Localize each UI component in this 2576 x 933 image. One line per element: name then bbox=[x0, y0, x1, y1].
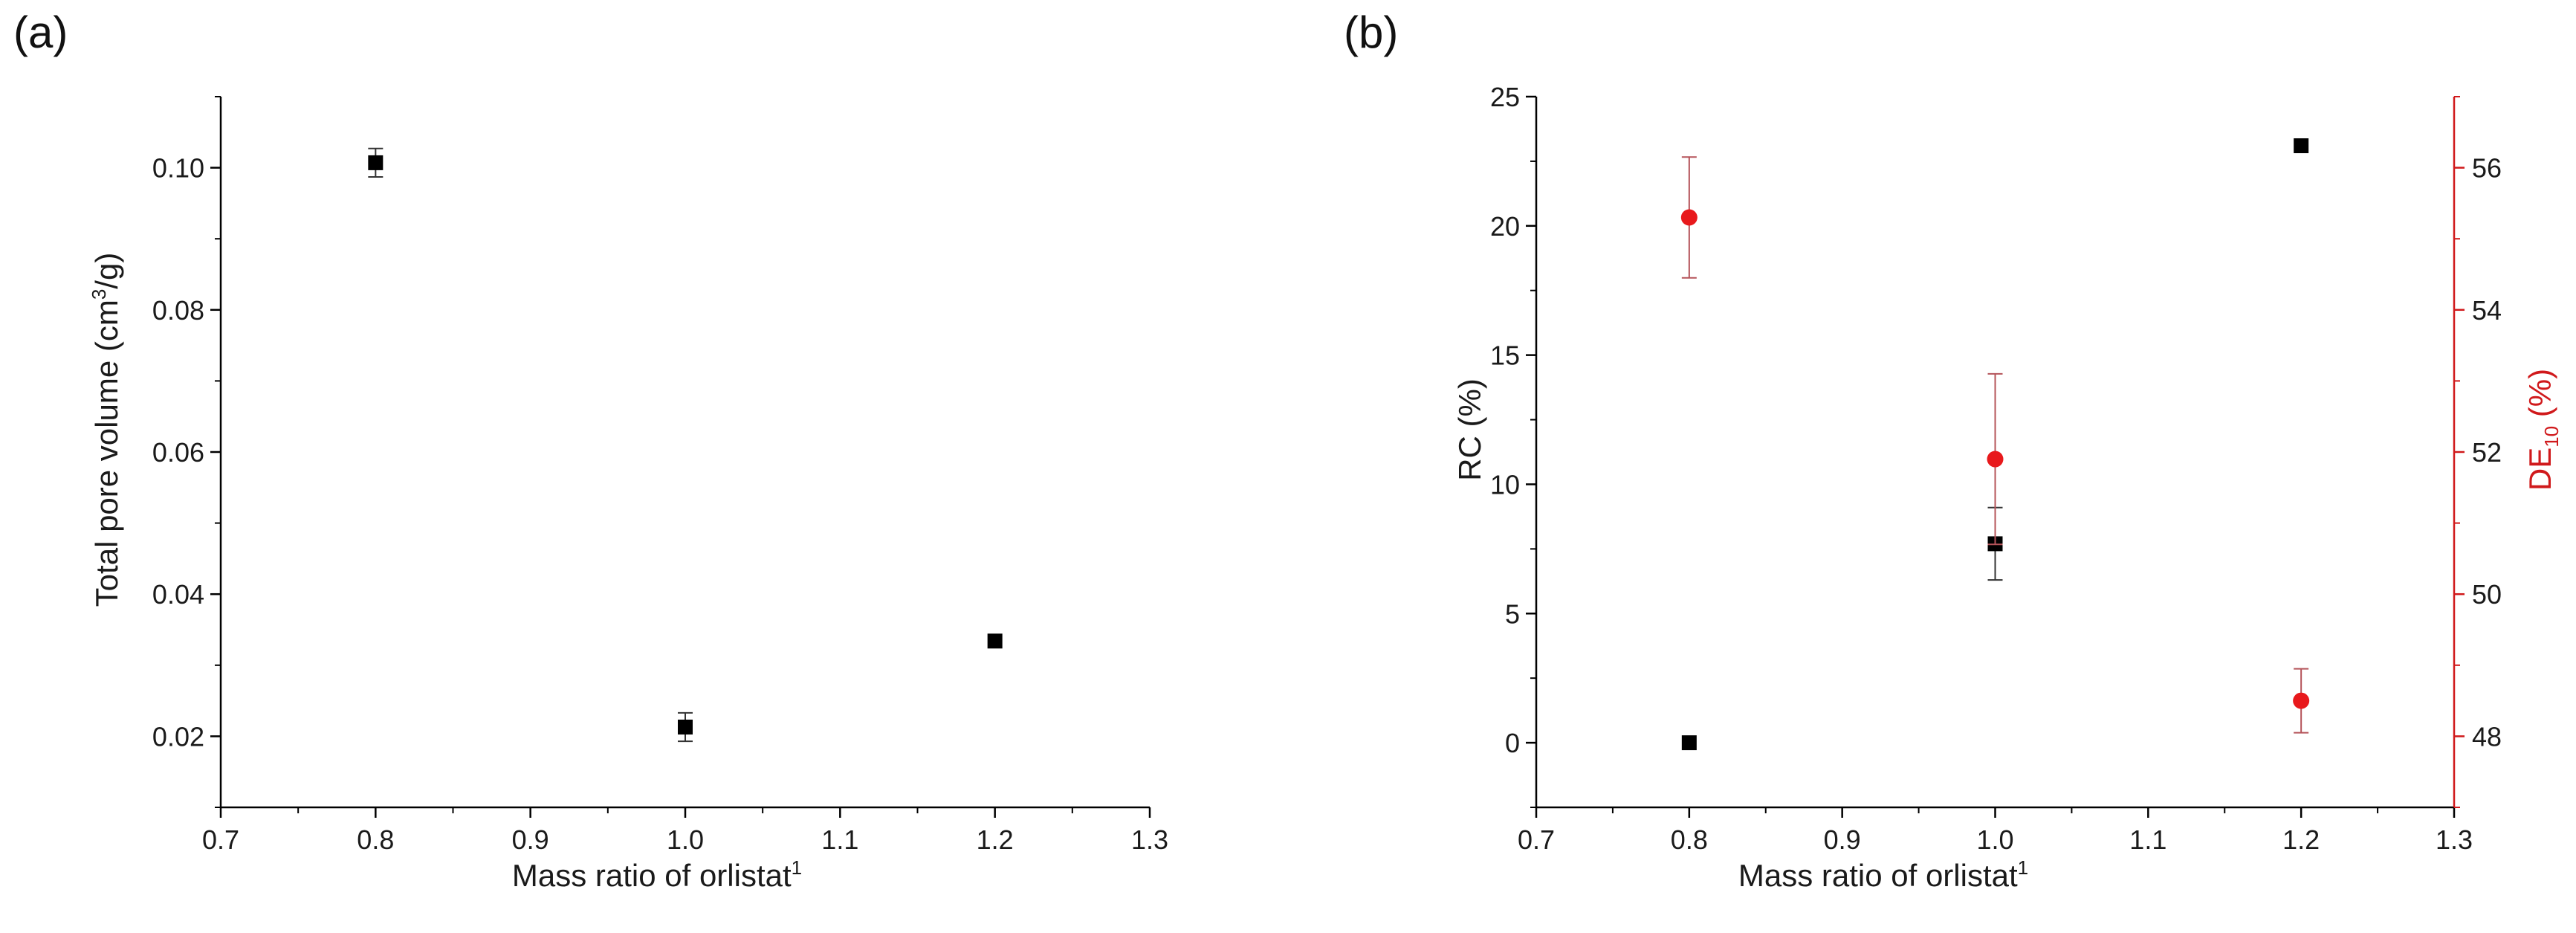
panel-a-x-tick-label: 0.8 bbox=[357, 824, 394, 855]
panel-b-series-0-point bbox=[1681, 735, 1697, 751]
panel-b-series-1-point bbox=[2293, 692, 2310, 709]
panel-a-x-tick-label: 1.1 bbox=[821, 824, 858, 855]
panel-b-y2-tick-label: 56 bbox=[2472, 153, 2502, 184]
panel-a-x-tick-label: 0.9 bbox=[512, 824, 549, 855]
panel-a-y-tick-label: 0.06 bbox=[152, 437, 204, 468]
panel-a-series-0-point bbox=[987, 633, 1003, 649]
panel-b-y2-tick-label: 54 bbox=[2472, 295, 2502, 326]
panel-b-y-tick-label: 10 bbox=[1490, 469, 1520, 500]
panel-b-y-tick-label: 20 bbox=[1490, 211, 1520, 242]
panel-a-series-0-point bbox=[678, 719, 693, 735]
panel-b-label: (b) bbox=[1344, 7, 1398, 57]
panel-b-left-y-axis-title: RC (%) bbox=[1452, 378, 1487, 481]
panel-a-y-tick-label: 0.04 bbox=[152, 579, 204, 610]
panel-b-x-tick-label: 1.0 bbox=[1976, 824, 2013, 855]
panel-a-x-tick-label: 0.7 bbox=[202, 824, 239, 855]
panel-b-x-tick-label: 1.2 bbox=[2282, 824, 2320, 855]
panel-b-x-axis-title: Mass ratio of orlistat1 bbox=[1738, 856, 2028, 893]
panel-a-x-tick-label: 1.0 bbox=[667, 824, 704, 855]
panel-a-y-tick-label: 0.10 bbox=[152, 153, 204, 184]
panel-b-series-1-point bbox=[1987, 451, 2004, 468]
panel-a-label: (a) bbox=[13, 7, 68, 57]
panel-b-x-tick-label: 0.8 bbox=[1671, 824, 1708, 855]
panel-a-y-tick-label: 0.02 bbox=[152, 721, 204, 752]
panel-a-y-tick-label: 0.08 bbox=[152, 295, 204, 326]
panel-b-y-tick-label: 25 bbox=[1490, 82, 1520, 112]
panel-a-series-0-point bbox=[368, 155, 384, 170]
panel-b-x-tick-label: 1.1 bbox=[2129, 824, 2166, 855]
panel-b-x-tick-label: 1.3 bbox=[2436, 824, 2473, 855]
panel-b-x-tick-label: 0.9 bbox=[1824, 824, 1861, 855]
panel-b-plot: 0.7 0.8 0.9 1.0 1.1 1.2 1.3 0 5 10 15 20 25 48 50 52 54 5… bbox=[1490, 82, 2502, 855]
panel-b-y-tick-label: 5 bbox=[1505, 598, 1520, 629]
panel-b-right-y-axis-title: DE10 (%) bbox=[2522, 369, 2563, 491]
panel-b-y2-tick-label: 52 bbox=[2472, 437, 2502, 468]
panel-a-x-axis-title: Mass ratio of orlistat1 bbox=[512, 856, 802, 893]
panel-a-x-tick-label: 1.2 bbox=[977, 824, 1014, 855]
panel-a-x-tick-label: 1.3 bbox=[1131, 824, 1168, 855]
panel-b-x-tick-label: 0.7 bbox=[1518, 824, 1555, 855]
panel-a-y-axis-title: Total pore volume (cm3/g) bbox=[88, 253, 124, 607]
panel-b-y-tick-label: 15 bbox=[1490, 340, 1520, 371]
panel-b-series-1-point bbox=[1680, 209, 1698, 226]
panel-b-y2-tick-label: 50 bbox=[2472, 579, 2502, 610]
panel-b-series-0-point bbox=[2294, 138, 2309, 154]
panel-b-y2-tick-label: 48 bbox=[2472, 721, 2502, 752]
panel-b-y-tick-label: 0 bbox=[1505, 728, 1520, 758]
panel-a-plot: 0.7 0.8 0.9 1.0 1.1 1.2 1.3 0.02 0.04 0.06 0.08 0.1… bbox=[152, 96, 1168, 855]
